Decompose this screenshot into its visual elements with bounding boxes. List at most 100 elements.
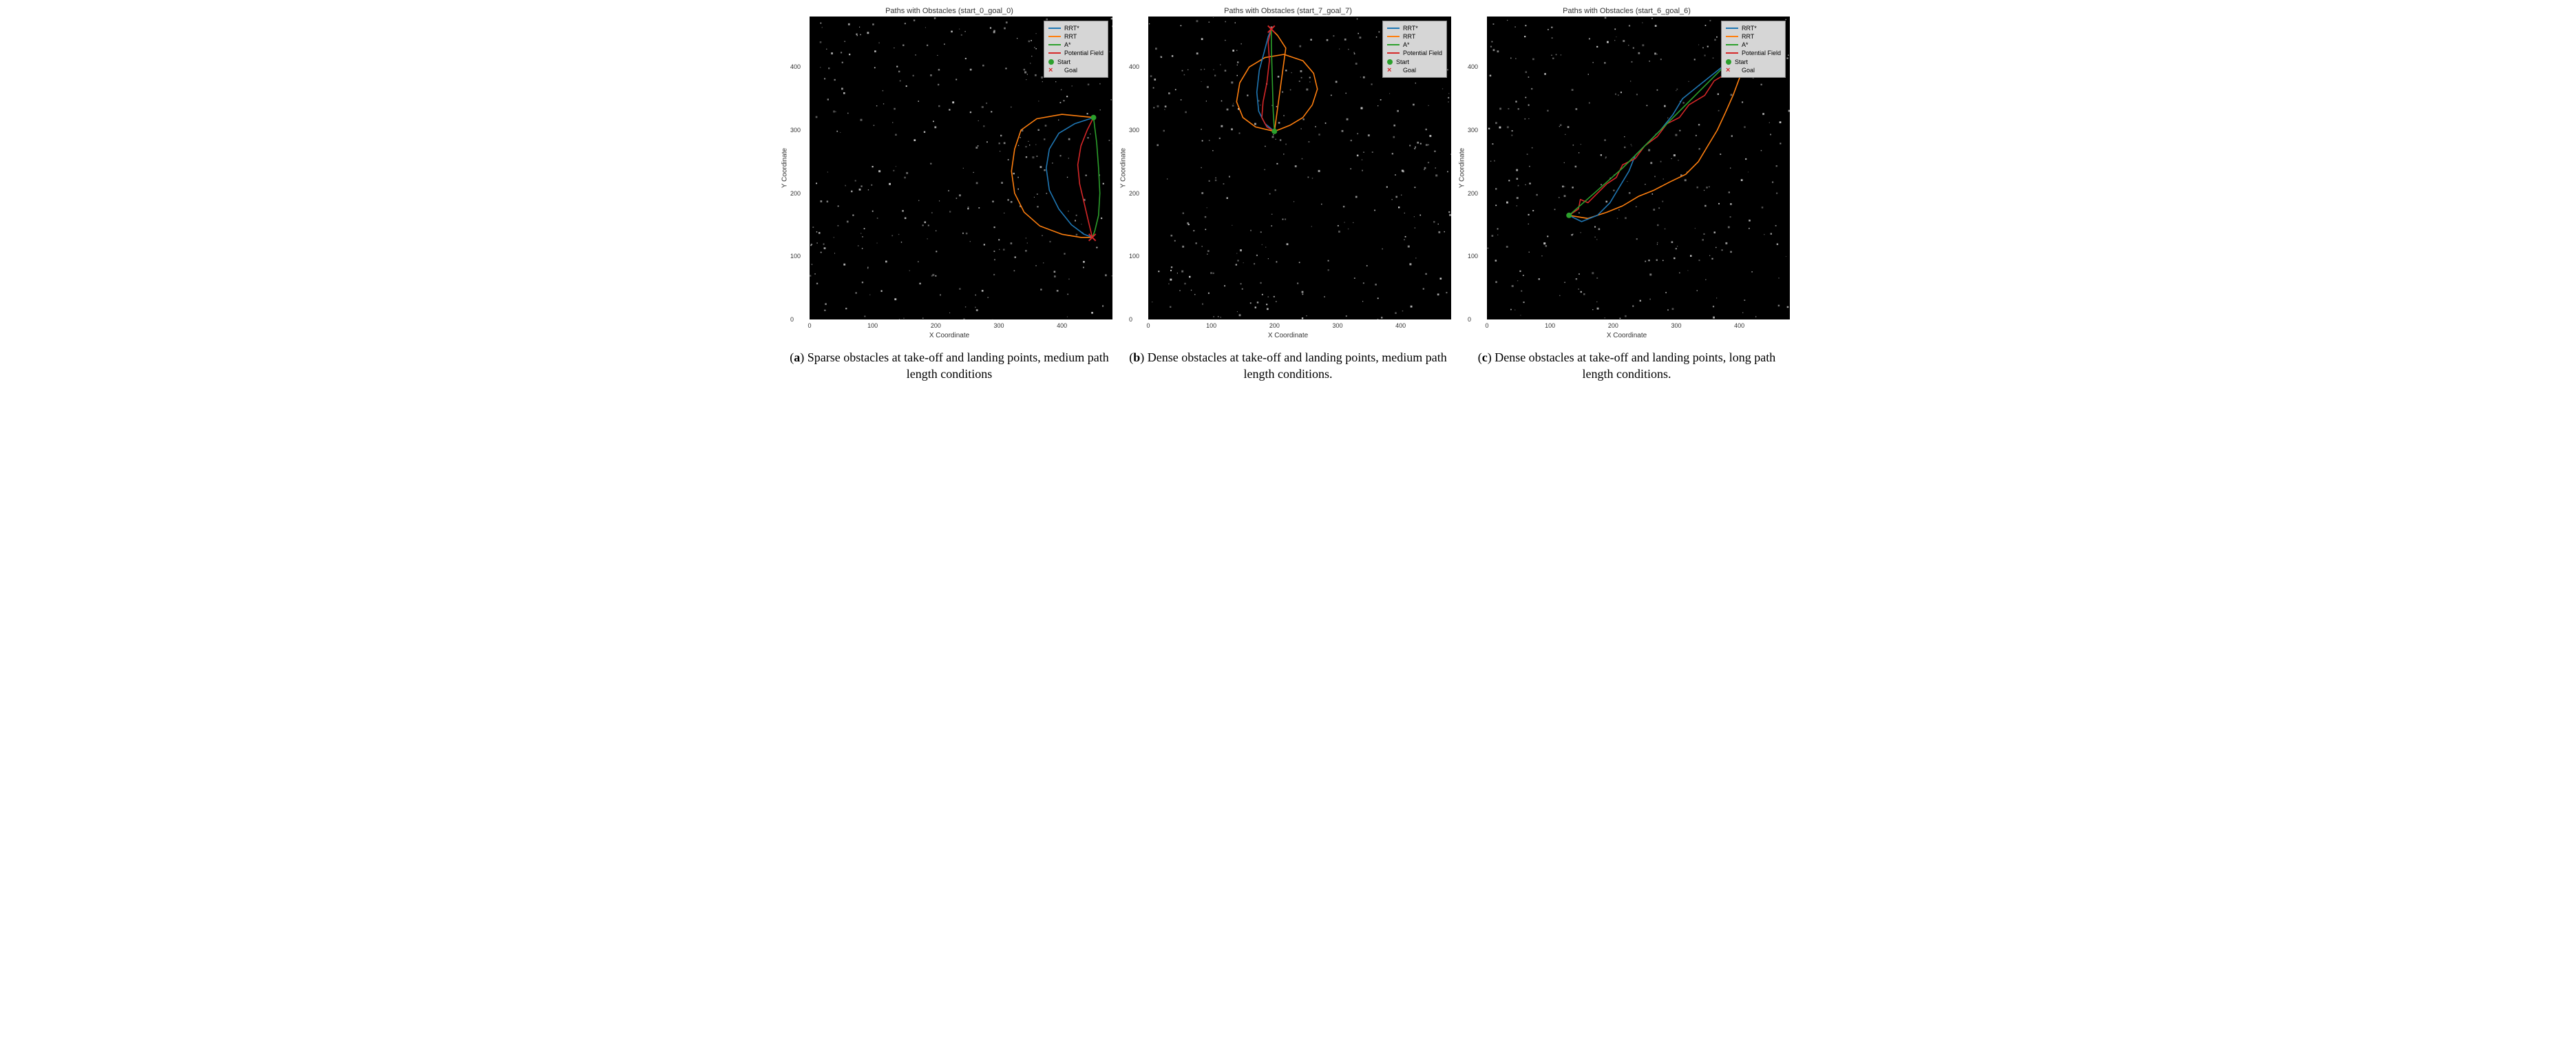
x-tick-label: 300 bbox=[993, 322, 1004, 329]
y-tick-label: 300 bbox=[790, 127, 801, 134]
legend-x-icon: × bbox=[1387, 67, 1400, 73]
legend-item: A* bbox=[1726, 41, 1781, 49]
x-tick-label: 0 bbox=[807, 322, 811, 329]
legend-label: A* bbox=[1403, 41, 1410, 49]
y-tick-label: 400 bbox=[1468, 63, 1478, 70]
y-axis-label: Y Coordinate bbox=[1120, 148, 1128, 188]
legend-item: Potential Field bbox=[1726, 49, 1781, 57]
x-axis-label: X Coordinate bbox=[1464, 332, 1790, 339]
legend: RRT*RRTA*Potential FieldStart× Goal bbox=[1721, 21, 1786, 78]
figure-row: Paths with Obstacles (start_0_goal_0) Y C… bbox=[784, 7, 1792, 383]
legend-label: Goal bbox=[1064, 66, 1077, 74]
legend-label: Potential Field bbox=[1064, 49, 1104, 57]
legend-line-icon bbox=[1048, 36, 1061, 37]
y-tick-label: 400 bbox=[790, 63, 801, 70]
y-tick-label: 300 bbox=[1129, 127, 1139, 134]
legend-line-icon bbox=[1387, 44, 1400, 45]
legend-label: Start bbox=[1396, 58, 1409, 66]
legend-label: Goal bbox=[1742, 66, 1755, 74]
legend-item: Start bbox=[1048, 58, 1104, 66]
legend-x-icon: × bbox=[1048, 67, 1061, 73]
caption-text: Dense obstacles at take-off and landing … bbox=[1144, 350, 1447, 381]
legend-label: RRT bbox=[1403, 32, 1415, 41]
y-tick-label: 200 bbox=[1129, 190, 1139, 197]
legend-line-icon bbox=[1048, 28, 1061, 29]
y-tick-label: 0 bbox=[790, 316, 794, 323]
x-tick-label: 200 bbox=[931, 322, 941, 329]
x-tick-label: 0 bbox=[1146, 322, 1150, 329]
path-a_star bbox=[1271, 29, 1275, 131]
y-axis-label: Y Coordinate bbox=[1459, 148, 1466, 188]
caption-text: Dense obstacles at take-off and landing … bbox=[1492, 350, 1776, 381]
panel-a: Paths with Obstacles (start_0_goal_0) Y C… bbox=[784, 7, 1115, 383]
caption-label: (b) bbox=[1129, 350, 1144, 364]
axes-area: Y CoordinateRRT*RRTA*Potential FieldStar… bbox=[1487, 17, 1790, 319]
legend-label: Start bbox=[1735, 58, 1748, 66]
x-axis-label: X Coordinate bbox=[786, 332, 1112, 339]
panel-caption: (b) Dense obstacles at take-off and land… bbox=[1123, 349, 1453, 383]
start-marker bbox=[1091, 115, 1097, 120]
caption-label: (c) bbox=[1478, 350, 1492, 364]
x-tick-label: 300 bbox=[1671, 322, 1681, 329]
chart-wrap: Paths with Obstacles (start_6_goal_6)Y C… bbox=[1464, 7, 1790, 339]
legend-dot-icon bbox=[1387, 59, 1393, 65]
panel-b: Paths with Obstacles (start_7_goal_7)Y C… bbox=[1123, 7, 1453, 383]
caption-text: Sparse obstacles at take-off and landing… bbox=[804, 350, 1109, 381]
panel-c: Paths with Obstacles (start_6_goal_6)Y C… bbox=[1461, 7, 1792, 383]
plot-area: RRT*RRTA*Potential FieldStart×Goal001001… bbox=[810, 17, 1112, 319]
panel-caption: (c) Dense obstacles at take-off and land… bbox=[1461, 349, 1792, 383]
axes-area: Y CoordinateRRT*RRTA*Potential FieldStar… bbox=[810, 17, 1112, 319]
start-marker bbox=[1271, 129, 1277, 134]
legend-line-icon bbox=[1726, 52, 1738, 54]
x-tick-label: 200 bbox=[1269, 322, 1280, 329]
y-tick-label: 100 bbox=[1468, 253, 1478, 260]
legend-x-icon: × bbox=[1726, 67, 1738, 73]
legend-label: RRT* bbox=[1064, 24, 1079, 32]
y-axis-label: Y Coordinate bbox=[781, 148, 789, 188]
legend: RRT*RRTA*Potential FieldStart×Goal bbox=[1382, 21, 1447, 78]
legend-line-icon bbox=[1387, 28, 1400, 29]
y-tick-label: 400 bbox=[1129, 63, 1139, 70]
path-rrt bbox=[1011, 114, 1093, 238]
legend-line-icon bbox=[1048, 44, 1061, 45]
y-tick-label: 200 bbox=[1468, 190, 1478, 197]
legend-line-icon bbox=[1387, 52, 1400, 54]
x-tick-label: 100 bbox=[1545, 322, 1555, 329]
legend-label: RRT bbox=[1064, 32, 1077, 41]
legend-label: Start bbox=[1057, 58, 1070, 66]
path-a_star bbox=[1092, 118, 1100, 238]
y-tick-label: 0 bbox=[1129, 316, 1132, 323]
plot-area: RRT*RRTA*Potential FieldStart×Goal001001… bbox=[1148, 17, 1451, 319]
x-axis-label: X Coordinate bbox=[1125, 332, 1451, 339]
legend-item: RRT* bbox=[1048, 24, 1104, 32]
legend-label: RRT bbox=[1742, 32, 1754, 41]
legend-line-icon bbox=[1387, 36, 1400, 37]
chart-title: Paths with Obstacles (start_0_goal_0) bbox=[786, 7, 1112, 15]
x-tick-label: 400 bbox=[1057, 322, 1067, 329]
x-tick-label: 200 bbox=[1608, 322, 1618, 329]
legend-label: Potential Field bbox=[1742, 49, 1781, 57]
legend-item: Potential Field bbox=[1048, 49, 1104, 57]
legend-item: RRT bbox=[1387, 32, 1442, 41]
legend-label: Potential Field bbox=[1403, 49, 1442, 57]
y-tick-label: 0 bbox=[1468, 316, 1471, 323]
caption-label: (a) bbox=[790, 350, 804, 364]
path-rrt_star bbox=[1046, 118, 1094, 238]
x-tick-label: 300 bbox=[1332, 322, 1342, 329]
chart-wrap: Paths with Obstacles (start_0_goal_0) Y C… bbox=[786, 7, 1112, 339]
legend-label: RRT* bbox=[1403, 24, 1418, 32]
legend-item: ×Goal bbox=[1048, 66, 1104, 74]
legend-label: Goal bbox=[1403, 66, 1416, 74]
y-tick-label: 100 bbox=[790, 253, 801, 260]
x-tick-label: 0 bbox=[1485, 322, 1488, 329]
legend-item: ×Goal bbox=[1387, 66, 1442, 74]
legend-dot-icon bbox=[1726, 59, 1731, 65]
legend-item: RRT* bbox=[1726, 24, 1781, 32]
legend-line-icon bbox=[1048, 52, 1061, 54]
legend-item: A* bbox=[1048, 41, 1104, 49]
x-tick-label: 400 bbox=[1734, 322, 1744, 329]
legend-item: × Goal bbox=[1726, 66, 1781, 74]
legend-item: Potential Field bbox=[1387, 49, 1442, 57]
chart-wrap: Paths with Obstacles (start_7_goal_7)Y C… bbox=[1125, 7, 1451, 339]
path-potential_field bbox=[1078, 118, 1094, 238]
